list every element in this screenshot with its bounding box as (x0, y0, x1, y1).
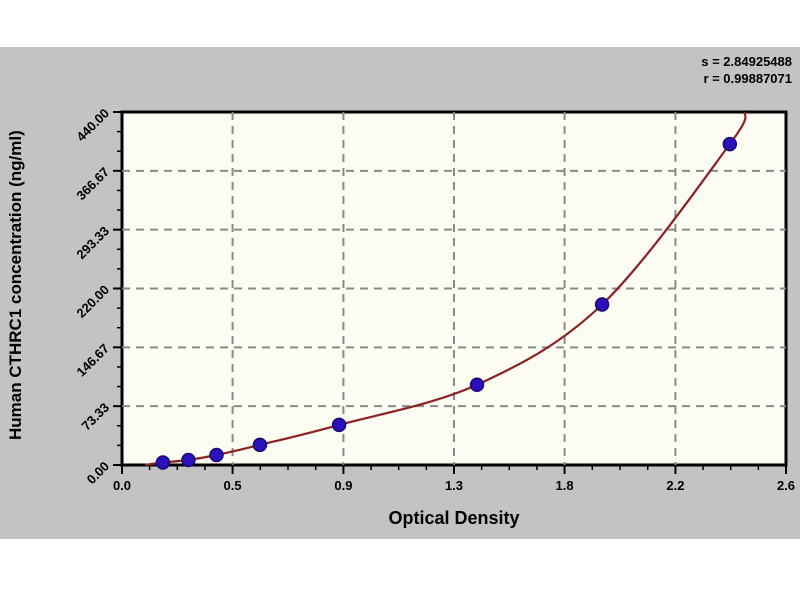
x-axis-title: Optical Density (388, 508, 520, 528)
x-tick-label: 1.3 (445, 478, 463, 493)
y-tick-label: 366.67 (73, 164, 112, 203)
x-tick-label: 1.8 (556, 478, 574, 493)
data-point (469, 377, 485, 393)
data-point (331, 417, 347, 433)
data-point (252, 437, 268, 453)
data-point (155, 455, 171, 470)
data-point (181, 452, 196, 468)
fit-r-value: r = 0.99887071 (703, 71, 792, 86)
y-tick-label: 293.33 (73, 223, 112, 262)
data-point (594, 297, 610, 312)
y-tick-label: 146.67 (73, 341, 112, 380)
x-tick-label: 0.5 (224, 478, 242, 493)
x-tick-label: 0.0 (113, 478, 131, 493)
y-tick-label: 0.00 (84, 459, 113, 488)
fit-s-value: s = 2.84925488 (701, 54, 792, 69)
data-point (722, 136, 738, 152)
data-point (209, 447, 224, 463)
x-tick-label: 0.9 (334, 478, 352, 493)
x-tick-label: 2.6 (777, 478, 795, 493)
y-tick-label: 220.00 (73, 282, 112, 321)
fit-statistics: s = 2.84925488 r = 0.99887071 (701, 53, 792, 87)
y-tick-label: 440.00 (73, 106, 112, 145)
x-tick-label: 2.2 (666, 478, 684, 493)
y-tick-label: 73.33 (79, 400, 113, 434)
